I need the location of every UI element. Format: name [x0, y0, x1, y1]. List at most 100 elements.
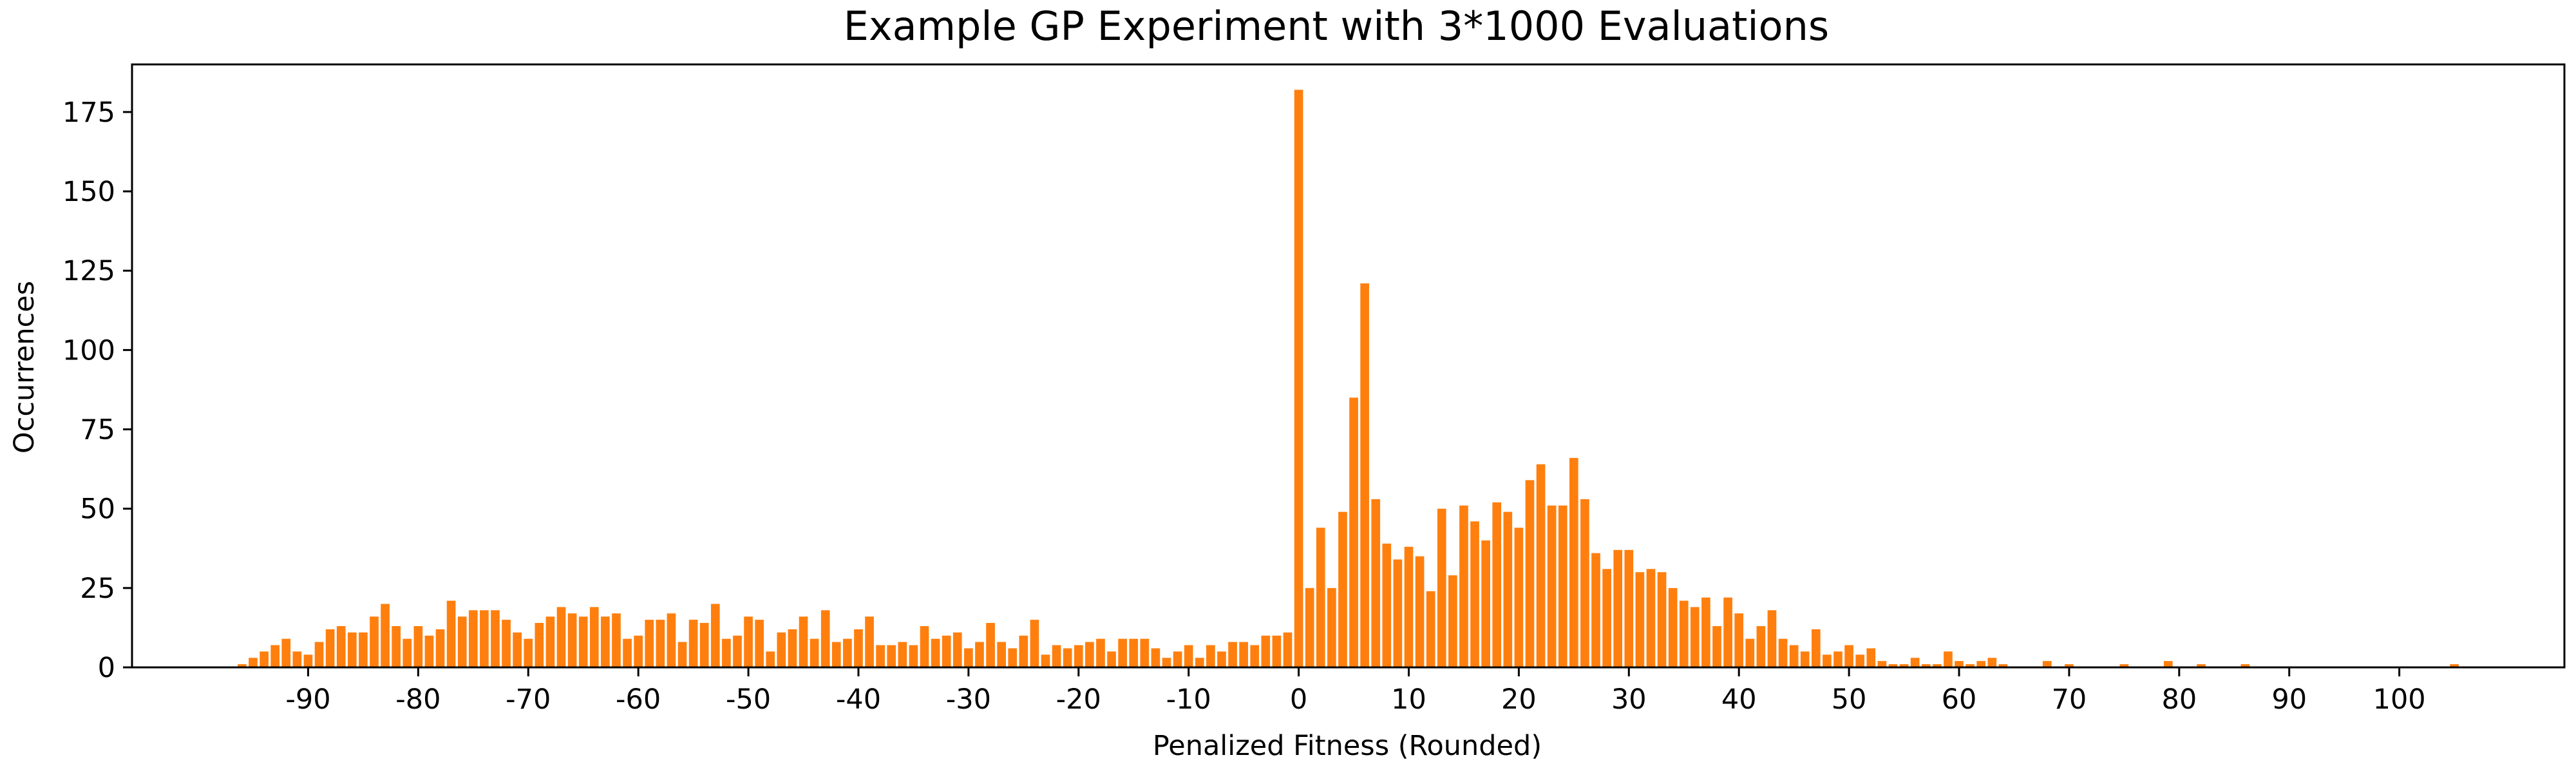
- bar: [336, 625, 346, 667]
- bar: [1921, 664, 1931, 667]
- bar: [1800, 651, 1810, 667]
- bar: [1085, 642, 1094, 667]
- bar: [1613, 549, 1623, 667]
- bar: [1723, 597, 1732, 667]
- bar: [1371, 499, 1381, 667]
- bar: [667, 613, 676, 667]
- bar: [1536, 464, 1546, 667]
- bar: [359, 632, 368, 667]
- bar: [1525, 480, 1535, 667]
- x-axis: -90 -80 -70 -60 -50 -40 -30 -20 -10 0 10 20 30 40 50 60…: [285, 667, 2426, 716]
- bar: [964, 648, 973, 667]
- bar: [1140, 638, 1150, 667]
- y-tick-label: 150: [62, 176, 115, 208]
- bar: [1547, 505, 1557, 667]
- bar: [1492, 502, 1502, 667]
- bar: [1118, 638, 1127, 667]
- bar: [1096, 638, 1105, 667]
- bar: [402, 638, 412, 667]
- y-tick-label: 100: [62, 334, 115, 367]
- bar: [589, 607, 599, 667]
- y-tick-label: 75: [80, 414, 115, 446]
- bar: [2240, 664, 2250, 667]
- bar: [2042, 661, 2052, 667]
- bar: [281, 638, 291, 667]
- bar: [1910, 658, 1920, 667]
- bar: [744, 616, 753, 667]
- bar: [480, 610, 489, 667]
- x-tick-label: 70: [2052, 683, 2087, 716]
- bar: [1591, 553, 1600, 667]
- bar: [1976, 661, 1986, 667]
- bar: [524, 638, 533, 667]
- y-tick-label: 25: [80, 573, 115, 605]
- bar: [1987, 658, 1997, 667]
- bar: [1283, 632, 1293, 667]
- bar: [292, 651, 302, 667]
- bar: [1635, 572, 1645, 667]
- chart-title: Example GP Experiment with 3*1000 Evalua…: [844, 3, 1829, 50]
- x-tick-label: 40: [1721, 683, 1757, 716]
- bar: [634, 635, 643, 667]
- bar: [942, 635, 951, 667]
- bar: [997, 642, 1006, 667]
- bar: [1261, 635, 1271, 667]
- bar: [722, 638, 731, 667]
- bar: [1481, 540, 1490, 667]
- bar: [1558, 505, 1567, 667]
- bar: [1657, 572, 1667, 667]
- bar: [865, 616, 874, 667]
- bar: [578, 616, 588, 667]
- x-tick-label: -70: [506, 683, 551, 716]
- bar: [567, 613, 577, 667]
- bar: [1470, 521, 1479, 667]
- y-tick-label: 50: [80, 493, 115, 526]
- bar: [1437, 508, 1446, 667]
- bar: [1360, 283, 1369, 668]
- x-tick-label: 20: [1501, 683, 1537, 716]
- bar: [347, 632, 357, 667]
- bar: [788, 629, 797, 667]
- bar: [535, 623, 544, 667]
- bar: [733, 635, 742, 667]
- bar: [755, 620, 764, 667]
- bar: [656, 620, 665, 667]
- bar: [468, 610, 478, 667]
- x-tick-label: 0: [1290, 683, 1307, 716]
- x-tick-label: 90: [2271, 683, 2307, 716]
- bar: [1250, 645, 1260, 667]
- bar: [2065, 664, 2074, 667]
- bar: [502, 620, 511, 667]
- bar: [1151, 648, 1160, 667]
- bar: [1701, 597, 1710, 667]
- bar: [513, 632, 522, 667]
- bar: [975, 642, 984, 667]
- y-tick-label: 125: [62, 255, 115, 287]
- bar: [1877, 661, 1887, 667]
- bar: [1767, 610, 1777, 667]
- bar: [1305, 587, 1314, 667]
- bar: [1063, 648, 1072, 667]
- bar: [1316, 528, 1325, 667]
- bar: [920, 625, 929, 667]
- bar: [260, 651, 269, 667]
- bar: [1404, 546, 1414, 667]
- bar: [677, 642, 687, 667]
- x-tick-label: 50: [1832, 683, 1867, 716]
- bar: [710, 604, 720, 667]
- bar: [413, 625, 423, 667]
- bar: [952, 632, 962, 667]
- bars-group: [238, 90, 2459, 668]
- bar: [1327, 587, 1336, 667]
- bar: [1866, 648, 1876, 667]
- y-tick-label: 0: [98, 652, 115, 684]
- bar: [314, 642, 324, 667]
- bar: [1107, 651, 1116, 667]
- bar: [1899, 664, 1909, 667]
- bar: [831, 642, 841, 667]
- x-tick-label: -20: [1056, 683, 1101, 716]
- bar: [1239, 642, 1248, 667]
- bar: [2119, 664, 2129, 667]
- bar: [1162, 658, 1171, 667]
